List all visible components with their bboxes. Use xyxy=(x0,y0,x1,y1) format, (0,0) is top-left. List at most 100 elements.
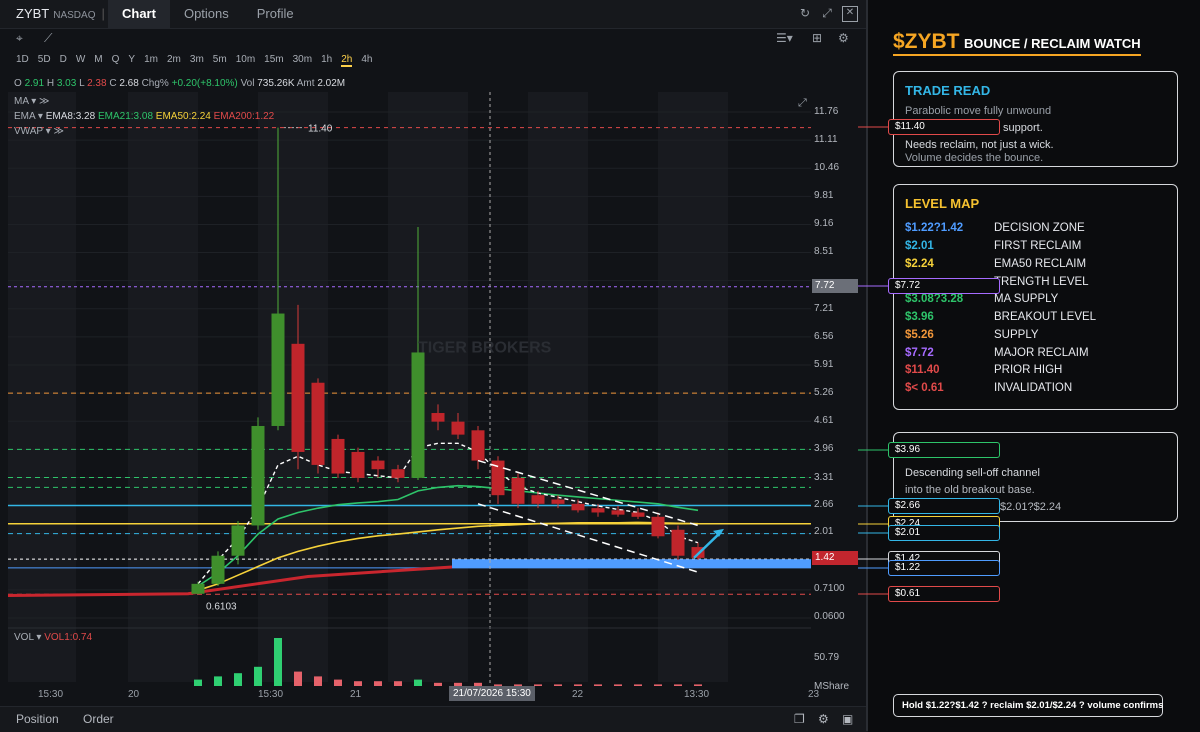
ema-indicator[interactable]: EMA ▾ EMA8:3.28 EMA21:3.08 EMA50:2.24 EM… xyxy=(14,111,275,122)
timeframe-d[interactable]: D xyxy=(59,54,67,65)
timeframe-w[interactable]: W xyxy=(75,54,86,65)
level-description: BREAKOUT LEVEL xyxy=(994,311,1097,323)
timeframe-y[interactable]: Y xyxy=(128,54,136,65)
price-axis-label: 0.7100 xyxy=(814,583,845,594)
candle-body xyxy=(451,421,465,435)
price-axis-label: 7.21 xyxy=(814,303,834,314)
refresh-icon[interactable]: ↻ xyxy=(799,6,811,20)
tab-options[interactable]: Options xyxy=(183,6,229,21)
timeframe-4h[interactable]: 4h xyxy=(361,54,373,65)
price-tag: $7.72 xyxy=(888,278,1000,294)
volume-bar xyxy=(374,681,382,686)
ohlc-readout: O 2.91 H 3.03 L 2.38 C 2.68 Chg% +0.20(+… xyxy=(14,78,346,89)
tab-chart[interactable]: Chart xyxy=(108,0,170,28)
bounce-arrow xyxy=(693,531,722,559)
timeframe-30m[interactable]: 30m xyxy=(292,54,313,65)
timeframe-1d[interactable]: 1D xyxy=(16,54,29,65)
time-axis-label: 22 xyxy=(572,689,584,700)
position-tab[interactable]: Position xyxy=(16,712,59,726)
title-bar: ZYBT NASDAQ | Chart Options Profile ↻ ⤢ ✕ xyxy=(0,0,868,29)
candle-body xyxy=(571,503,585,511)
draw-line-icon[interactable]: ⟋ xyxy=(44,31,53,45)
timeframe-1h[interactable]: 1h xyxy=(321,54,333,65)
candle-body xyxy=(311,382,325,465)
indicator-list-icon[interactable]: ☰▾ xyxy=(776,31,793,45)
headline: $ZYBT BOUNCE / RECLAIM WATCH xyxy=(893,30,1141,53)
level-price: $3.08?3.28 xyxy=(905,293,964,305)
layout-icon[interactable]: ▣ xyxy=(842,712,854,726)
price-tag: $2.66 xyxy=(888,498,1000,514)
price-axis-label: 8.51 xyxy=(814,246,834,257)
session-shade xyxy=(8,92,76,682)
price-chart[interactable]: 11.40 0.6103 TIGER BROKERS ⤢ xyxy=(8,92,811,690)
volume-bar xyxy=(654,684,662,686)
level-description: TRENGTH LEVEL xyxy=(994,276,1089,288)
close-icon[interactable]: ✕ xyxy=(842,6,858,22)
timeframe-15m[interactable]: 15m xyxy=(264,54,284,65)
candle-body xyxy=(231,525,245,556)
timeframe-q[interactable]: Q xyxy=(111,54,120,65)
time-axis-label: 13:30 xyxy=(684,689,710,700)
price-axis-label: 5.26 xyxy=(814,387,834,398)
timeframe-3m[interactable]: 3m xyxy=(189,54,204,65)
layout-grid-icon[interactable]: ⊞ xyxy=(812,31,823,45)
level-description: INVALIDATION xyxy=(994,382,1073,394)
price-axis-label: MShare xyxy=(814,681,850,692)
level-description: DECISION ZONE xyxy=(994,222,1085,234)
price-axis-label: 50.79 xyxy=(814,652,840,663)
price-axis-label: 2.01 xyxy=(814,526,834,537)
candle-body xyxy=(471,430,485,461)
settings-icon[interactable]: ⚙ xyxy=(818,712,829,726)
timeframe-1m[interactable]: 1m xyxy=(144,54,158,65)
candle-body xyxy=(251,425,265,526)
volume-bar xyxy=(254,666,262,686)
candle-body xyxy=(271,313,285,426)
candle-body xyxy=(351,451,365,478)
tab-profile[interactable]: Profile xyxy=(256,6,294,21)
volume-bar xyxy=(194,679,202,686)
price-tag: $1.22 xyxy=(888,560,1000,576)
volume-bar xyxy=(214,676,222,686)
fullscreen-icon[interactable]: ⤢ xyxy=(798,97,807,109)
order-tab[interactable]: Order xyxy=(83,712,114,726)
crosshair-icon[interactable]: ⌖ xyxy=(16,31,23,45)
volume-indicator[interactable]: VOL ▾ VOL1:0.74 xyxy=(14,632,93,643)
settings-gear-icon[interactable]: ⚙ xyxy=(838,31,849,45)
timeframe-5m[interactable]: 5m xyxy=(212,54,227,65)
level-price: $1.22?1.42 xyxy=(905,222,964,234)
vwap-indicator[interactable]: VWAP ▾ ≫ xyxy=(14,126,64,137)
timeframe-5d[interactable]: 5D xyxy=(37,54,51,65)
timeframe-m[interactable]: M xyxy=(94,54,103,65)
level-description: FIRST RECLAIM xyxy=(994,240,1082,252)
volume-bar xyxy=(474,682,482,686)
time-axis-label: 15:30 xyxy=(258,689,284,700)
level-description: EMA50 RECLAIM xyxy=(994,258,1087,270)
price-axis-label: 4.61 xyxy=(814,415,834,426)
ma-indicator[interactable]: MA ▾ ≫ xyxy=(14,96,50,107)
popout-icon[interactable]: ❐ xyxy=(794,712,805,726)
symbol-label[interactable]: ZYBT NASDAQ | xyxy=(16,6,105,21)
timeframe-2m[interactable]: 2m xyxy=(166,54,181,65)
price-marker-7-72: 7.72 xyxy=(812,279,858,293)
volume-bar xyxy=(294,671,302,686)
low-label: 0.6103 xyxy=(206,602,237,613)
candle-body xyxy=(331,438,345,474)
candle-body xyxy=(371,460,385,470)
time-axis-label: 23 xyxy=(808,689,820,700)
ema21-line xyxy=(197,484,699,587)
channel-note-tail: $2.01?$2.24 xyxy=(1000,501,1062,513)
candle-body xyxy=(411,352,425,478)
timeframe-2h[interactable]: 2h xyxy=(341,54,353,67)
volume-bar xyxy=(514,684,522,686)
volume-bar xyxy=(554,684,562,686)
watermark: TIGER BROKERS xyxy=(418,339,552,356)
trade-read-line-1: Parabolic move fully unwound xyxy=(905,105,1052,117)
timeframe-10m[interactable]: 10m xyxy=(235,54,256,65)
candle-body xyxy=(671,529,685,556)
expand-icon[interactable]: ⤢ xyxy=(822,6,832,20)
volume-bar xyxy=(414,679,422,686)
timeframe-selector: 1D 5D D W M Q Y 1m 2m 3m 5m 10m 15m 30m 1h 2h 4h xyxy=(16,54,372,67)
candle-body xyxy=(191,583,205,594)
window-controls: ↻ ⤢ ✕ xyxy=(798,6,858,22)
session-shade xyxy=(388,92,468,682)
